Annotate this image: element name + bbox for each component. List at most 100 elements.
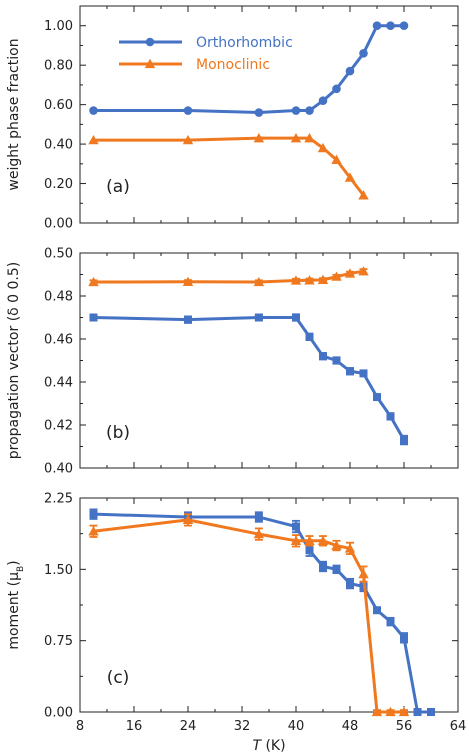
data-point [182,276,194,286]
data-point [319,562,327,571]
data-point [346,579,354,588]
y-tick-label: 0.60 [44,98,73,113]
y-tick-label: 0.40 [44,462,73,477]
y-tick-label: 0.20 [44,177,73,192]
data-point [358,266,369,276]
y-tick-label: 1.00 [44,19,73,34]
data-point [385,706,396,717]
data-point [332,565,341,574]
data-point [386,617,395,626]
data-point [318,96,328,105]
x-axis-title-symbol: T [252,738,262,754]
legend: Orthorhombic Monoclinic [119,35,293,73]
panel-label: (b) [106,423,130,443]
data-point [400,436,408,445]
series-line [93,316,406,441]
data-point [386,412,395,421]
data-point [386,21,395,31]
y-axis-title-end: ) [6,560,22,565]
data-point [344,268,356,278]
x-axis-title-unit: (K) [261,738,286,754]
data-point [305,332,314,341]
data-point [427,708,435,716]
data-point [89,510,98,519]
y-tick-label: 0.40 [44,138,73,153]
legend-label: Orthorhombic [196,35,293,51]
data-point [290,275,302,285]
data-point [253,276,265,287]
data-point [373,393,381,402]
data-point [345,66,355,76]
panel-label: (a) [106,177,130,197]
x-tick-label: 40 [288,719,305,734]
series-monoclinic [88,132,369,200]
data-point [359,49,368,58]
x-tick-label: 56 [396,719,413,734]
data-point [292,313,300,322]
panel-2: 0.40 0.42 0.44 0.46 0.48 0.50 propagation vect… [6,247,459,477]
data-point [89,106,98,115]
legend-marker [145,37,155,47]
x-tick-label: 48 [342,719,359,734]
series-monoclinic [88,266,369,287]
data-point [184,315,192,324]
data-point [346,367,354,376]
data-point [292,522,300,531]
data-point [254,313,263,322]
legend-label: Monoclinic [196,57,270,73]
panel-label: (c) [107,668,130,688]
data-point [358,190,369,200]
data-point [253,528,265,539]
series-line [93,518,404,714]
y-tick-label: 0.48 [44,290,73,305]
data-point [319,352,327,361]
y-tick-label: 0.42 [44,419,73,434]
data-point [182,514,194,525]
y-tick-label: 2.25 [44,492,73,507]
x-tick-label: 8 [76,719,84,734]
data-point [183,106,193,115]
y-tick-label: 0.00 [44,217,73,232]
data-point [305,546,314,555]
x-tick-label: 64 [450,719,467,734]
plot-frame [79,497,459,713]
series-monoclinic [88,513,410,717]
x-tick-label: 24 [180,719,197,734]
data-point [399,21,409,31]
data-point [88,276,99,287]
panel-1: 0.00 0.20 0.40 0.60 0.80 1.00 weight phase fra… [6,5,459,232]
data-point [398,706,410,717]
data-point [317,535,329,545]
data-point [304,132,315,143]
data-point [254,108,264,117]
data-point [371,706,383,717]
data-point [400,633,408,642]
y-tick-label: 1.50 [44,563,73,578]
data-point [331,540,342,550]
data-point [88,134,99,145]
data-point [331,154,342,165]
y-tick-label: 0.00 [44,706,73,721]
data-point [254,513,263,522]
y-axis-title: weight phase fraction [6,38,22,190]
legend-marker [144,58,156,69]
x-tick-label: 32 [234,719,251,734]
data-point [182,134,194,145]
x-tick-label: 16 [126,719,143,734]
y-axis-title: propagation vector (δ 0 0.5) [6,262,22,460]
data-point [89,313,98,322]
data-point [331,271,342,281]
series-orthorhombic [89,313,408,446]
data-point [290,535,302,545]
data-point [290,132,302,143]
data-point [88,526,99,536]
data-point [332,84,341,94]
data-point [304,275,315,285]
y-tick-label: 0.44 [44,376,73,391]
data-point [304,535,315,545]
data-point [305,106,314,115]
y-tick-label: 0.46 [44,333,73,348]
y-axis-title: moment (μB) [6,560,26,649]
data-point [373,606,381,615]
